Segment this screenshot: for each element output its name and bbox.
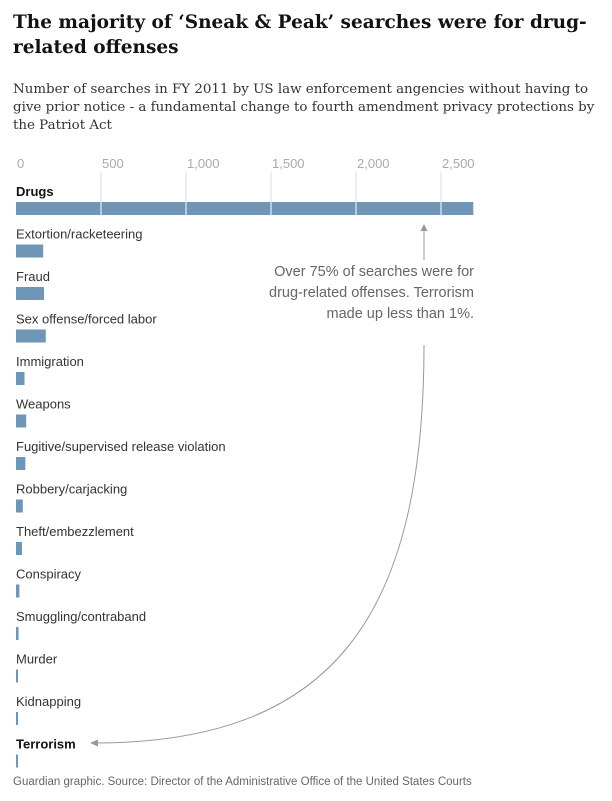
category-label: Sex offense/forced labor: [16, 312, 157, 327]
chart-title: The majority of ‘Sneak & Peak’ searches …: [13, 12, 587, 58]
bar: [16, 754, 19, 768]
x-tick-label: 2,000: [357, 156, 390, 171]
bar: [16, 372, 25, 385]
x-tick-label: 2,500: [442, 156, 475, 171]
source-note: Guardian graphic. Source: Director of th…: [13, 776, 472, 788]
x-tick-label: 0: [17, 156, 24, 171]
category-label: Murder: [16, 652, 58, 667]
category-label: Smuggling/contraband: [16, 609, 146, 624]
bar: [16, 244, 44, 258]
category-label: Immigration: [16, 354, 84, 369]
bar: [16, 542, 22, 555]
category-label: Robbery/carjacking: [16, 482, 127, 497]
bar: [16, 584, 20, 598]
bar: [16, 287, 45, 300]
annotation-text: Over 75% of searches were for drug-relat…: [269, 264, 474, 322]
chart-subtitle: Number of searches in FY 2011 by US law …: [13, 82, 595, 133]
bar: [16, 627, 19, 640]
category-label: Extortion/racketeering: [16, 227, 142, 242]
annotation-arrow-curve: [96, 344, 425, 744]
bar: [16, 329, 46, 343]
annotation-arrowhead-terrorism: [90, 739, 98, 747]
x-tick-label: 500: [102, 156, 124, 171]
category-label: Theft/embezzlement: [16, 524, 134, 539]
annotation-arrowhead-up: [420, 224, 428, 231]
bar: [16, 712, 19, 725]
bar: [16, 457, 26, 470]
category-label: Terrorism: [16, 737, 76, 752]
category-label: Drugs: [16, 184, 54, 199]
category-label: Fraud: [16, 269, 50, 284]
bar: [16, 499, 23, 513]
category-label: Fugitive/supervised release violation: [16, 439, 226, 454]
category-label: Conspiracy: [16, 567, 82, 582]
bar: [16, 414, 27, 428]
bar: [16, 669, 19, 683]
x-tick-label: 1,500: [272, 156, 305, 171]
bar: [16, 202, 474, 215]
category-label: Weapons: [16, 397, 71, 412]
category-label: Kidnapping: [16, 694, 81, 709]
x-tick-label: 1,000: [187, 156, 220, 171]
